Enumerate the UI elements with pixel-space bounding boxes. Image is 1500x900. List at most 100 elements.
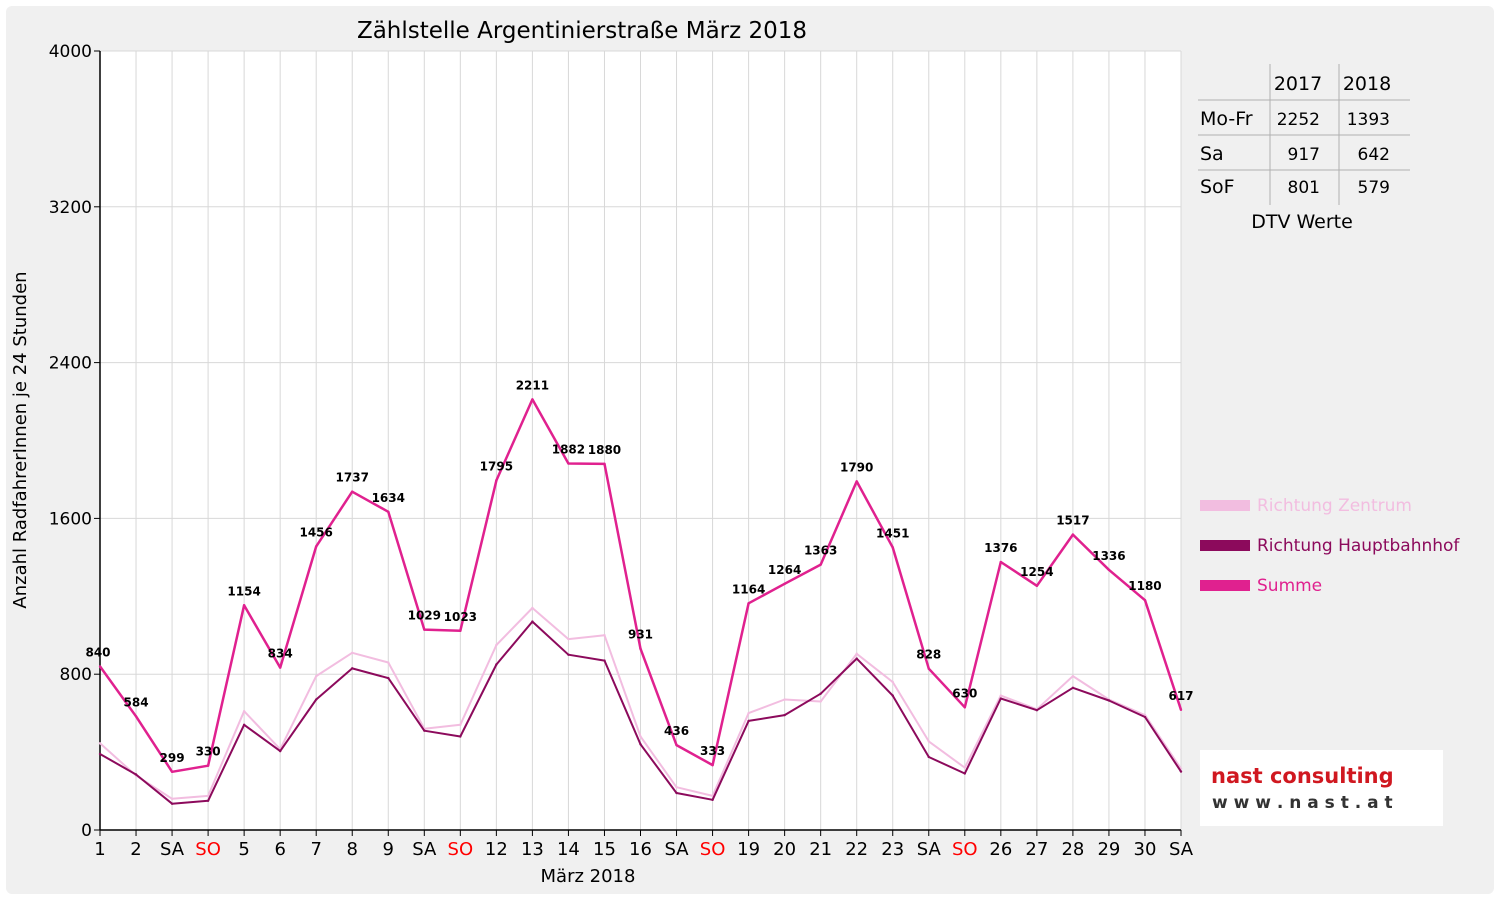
data-label: 1336	[1092, 549, 1125, 563]
x-tick-label: SO	[700, 839, 726, 860]
data-point	[531, 606, 534, 610]
x-tick-label: 20	[773, 839, 796, 860]
data-label: 1451	[876, 526, 909, 540]
data-label: 1154	[227, 584, 260, 598]
y-tick-label: 4000	[49, 42, 92, 62]
series-lines	[98, 398, 1183, 805]
x-tick-label: 1	[94, 839, 105, 860]
data-point	[351, 651, 354, 654]
data-label: 1180	[1128, 579, 1161, 593]
data-point	[675, 791, 678, 795]
x-tick-label: 2	[130, 839, 141, 860]
logo-background	[1200, 750, 1443, 826]
x-tick-label: SO	[195, 839, 221, 860]
data-point	[963, 766, 966, 769]
x-tick-label: 8	[347, 839, 358, 860]
data-point	[747, 719, 750, 723]
data-point	[278, 749, 282, 753]
data-point	[963, 772, 966, 775]
data-point	[855, 480, 858, 483]
data-point	[639, 647, 642, 650]
table-caption: DTV Werte	[1251, 211, 1353, 233]
data-point	[603, 634, 606, 637]
x-tick-label: 5	[238, 839, 249, 860]
data-point	[1071, 686, 1075, 690]
data-point	[206, 799, 210, 802]
data-label: 330	[196, 745, 221, 759]
table-cell: 917	[1288, 145, 1320, 165]
data-point	[747, 711, 750, 715]
x-tick-label: 21	[809, 839, 832, 860]
legend-swatch-hauptbahnhof	[1200, 540, 1250, 551]
data-label: 1634	[372, 491, 405, 505]
data-point	[891, 680, 894, 684]
data-point	[98, 665, 102, 668]
legend-swatch-summe	[1200, 580, 1250, 591]
data-point	[1035, 584, 1039, 587]
y-tick-label: 1600	[49, 509, 92, 529]
data-label: 2211	[516, 378, 549, 392]
data-point	[206, 764, 210, 767]
data-point	[891, 694, 894, 697]
data-label: 834	[268, 647, 293, 661]
y-tick-label: 2400	[49, 354, 92, 374]
data-point	[531, 398, 534, 401]
table-cell: 642	[1358, 145, 1390, 165]
data-point	[459, 629, 462, 632]
legend-label-summe: Summe	[1257, 576, 1322, 596]
table-row-label: Sa	[1200, 143, 1224, 165]
x-tick-label: 23	[881, 839, 904, 860]
data-point	[170, 802, 174, 805]
legend: Richtung Zentrum Richtung Hauptbahnhof S…	[1200, 496, 1460, 596]
data-point	[711, 763, 714, 767]
data-point	[603, 462, 606, 466]
x-tick-label: 22	[845, 839, 868, 860]
x-tick-label: 28	[1061, 839, 1084, 860]
data-label: 931	[628, 628, 653, 642]
x-tick-label: 26	[989, 839, 1012, 860]
data-point	[747, 602, 750, 605]
data-label: 1790	[840, 460, 873, 474]
data-point	[242, 723, 246, 727]
data-label: 1737	[336, 471, 369, 485]
data-label: 1880	[588, 443, 621, 457]
x-tick-label: SA	[160, 839, 185, 860]
data-point	[711, 798, 714, 802]
data-point	[567, 653, 570, 656]
data-point	[315, 545, 318, 548]
data-point	[1071, 533, 1075, 536]
data-point	[567, 637, 570, 641]
x-tick-label: 6	[274, 839, 285, 860]
data-label: 1376	[984, 541, 1017, 555]
dtv-table: 2017 2018 Mo-Fr 2252 1393 Sa 917 642 SoF…	[1198, 64, 1410, 233]
data-point	[891, 546, 894, 549]
data-label: 1882	[552, 442, 585, 456]
data-point	[855, 652, 858, 655]
grid	[100, 50, 1182, 830]
x-tick-label: SO	[952, 839, 978, 860]
data-point	[531, 620, 534, 623]
table-row-label: SoF	[1200, 176, 1235, 198]
table-cell: 1393	[1347, 110, 1390, 130]
nast-logo: nast consulting w w w . n a s t . a t	[1200, 750, 1443, 826]
x-tick-label: SA	[917, 839, 942, 860]
data-point	[819, 692, 822, 695]
data-point	[639, 743, 642, 746]
x-tick-label: 13	[521, 839, 544, 860]
data-label: 584	[124, 695, 149, 709]
data-point	[927, 667, 930, 670]
logo-url: w w w . n a s t . a t	[1212, 793, 1393, 813]
data-point	[783, 582, 786, 586]
table-cell: 2252	[1277, 110, 1320, 130]
x-tick-label: 29	[1097, 839, 1120, 860]
data-point	[134, 773, 138, 776]
legend-label-hauptbahnhof: Richtung Hauptbahnhof	[1257, 536, 1460, 556]
data-point	[242, 604, 246, 607]
data-point	[495, 663, 498, 666]
data-point	[819, 563, 822, 566]
x-tick-label: SA	[664, 839, 689, 860]
data-point	[999, 694, 1003, 697]
x-tick-label: 14	[557, 839, 580, 860]
data-point	[675, 785, 678, 789]
